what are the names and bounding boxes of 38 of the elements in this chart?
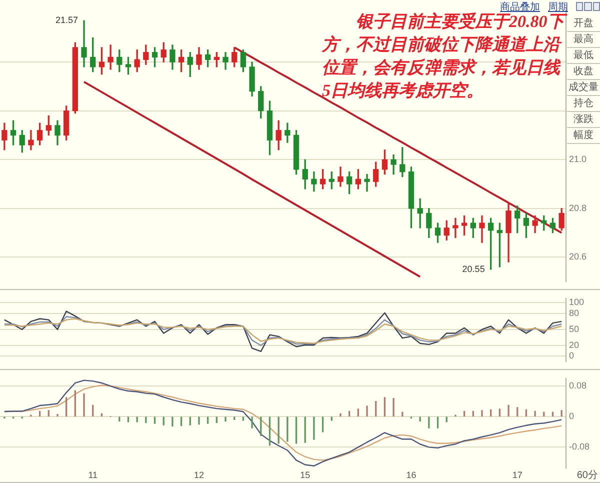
- candlestick: [452, 218, 458, 238]
- y-tick-label: 100: [569, 297, 584, 308]
- y-tick-label: 20.6: [569, 252, 587, 262]
- y-tick-label: 21.0: [569, 154, 587, 164]
- x-tick-label: 16: [406, 470, 416, 480]
- annotation: 周期: [548, 0, 568, 14]
- candlestick: [417, 198, 423, 228]
- candlestick: [81, 20, 87, 68]
- annotation: 20.55: [462, 264, 485, 274]
- text: 开盘: [567, 16, 600, 32]
- candlestick: [108, 44, 114, 70]
- y-tick-label: 20.8: [569, 202, 587, 213]
- y-tick-label: -0.08: [569, 442, 590, 452]
- y-tick-label: 0.08: [569, 380, 587, 391]
- candlestick: [364, 174, 370, 192]
- x-tick-label: 11: [88, 470, 98, 480]
- text: 成交量: [567, 80, 600, 96]
- x-tick-label: 17: [512, 470, 522, 480]
- y-tick-label: 50: [569, 324, 580, 334]
- annotation: 21.57: [55, 15, 78, 26]
- text: 收盘: [567, 64, 600, 80]
- text: 幅度: [567, 128, 600, 144]
- annotation: 商品叠加: [500, 0, 540, 14]
- y-tick-label: 0: [569, 411, 574, 422]
- text: 最低: [567, 48, 600, 64]
- candlestick: [479, 215, 485, 243]
- text: 60分: [576, 469, 598, 482]
- annotation: 银子目前主要受压于20.80下方，不过目前破位下降通道上沿位置，会有反弹需求，若见日线5日均线再考虑开空。: [322, 12, 566, 102]
- y-tick-label: 80: [569, 308, 580, 318]
- y-tick-label: 0: [569, 350, 574, 361]
- candlestick: [338, 166, 344, 187]
- candlestick: [284, 122, 290, 143]
- text: 最高: [567, 32, 600, 48]
- text: 持仓: [567, 96, 600, 112]
- x-tick-label: 12: [194, 470, 204, 480]
- x-tick-label: 15: [300, 470, 310, 480]
- y-tick-label: 20: [569, 340, 580, 350]
- text: 涨跌: [567, 112, 600, 128]
